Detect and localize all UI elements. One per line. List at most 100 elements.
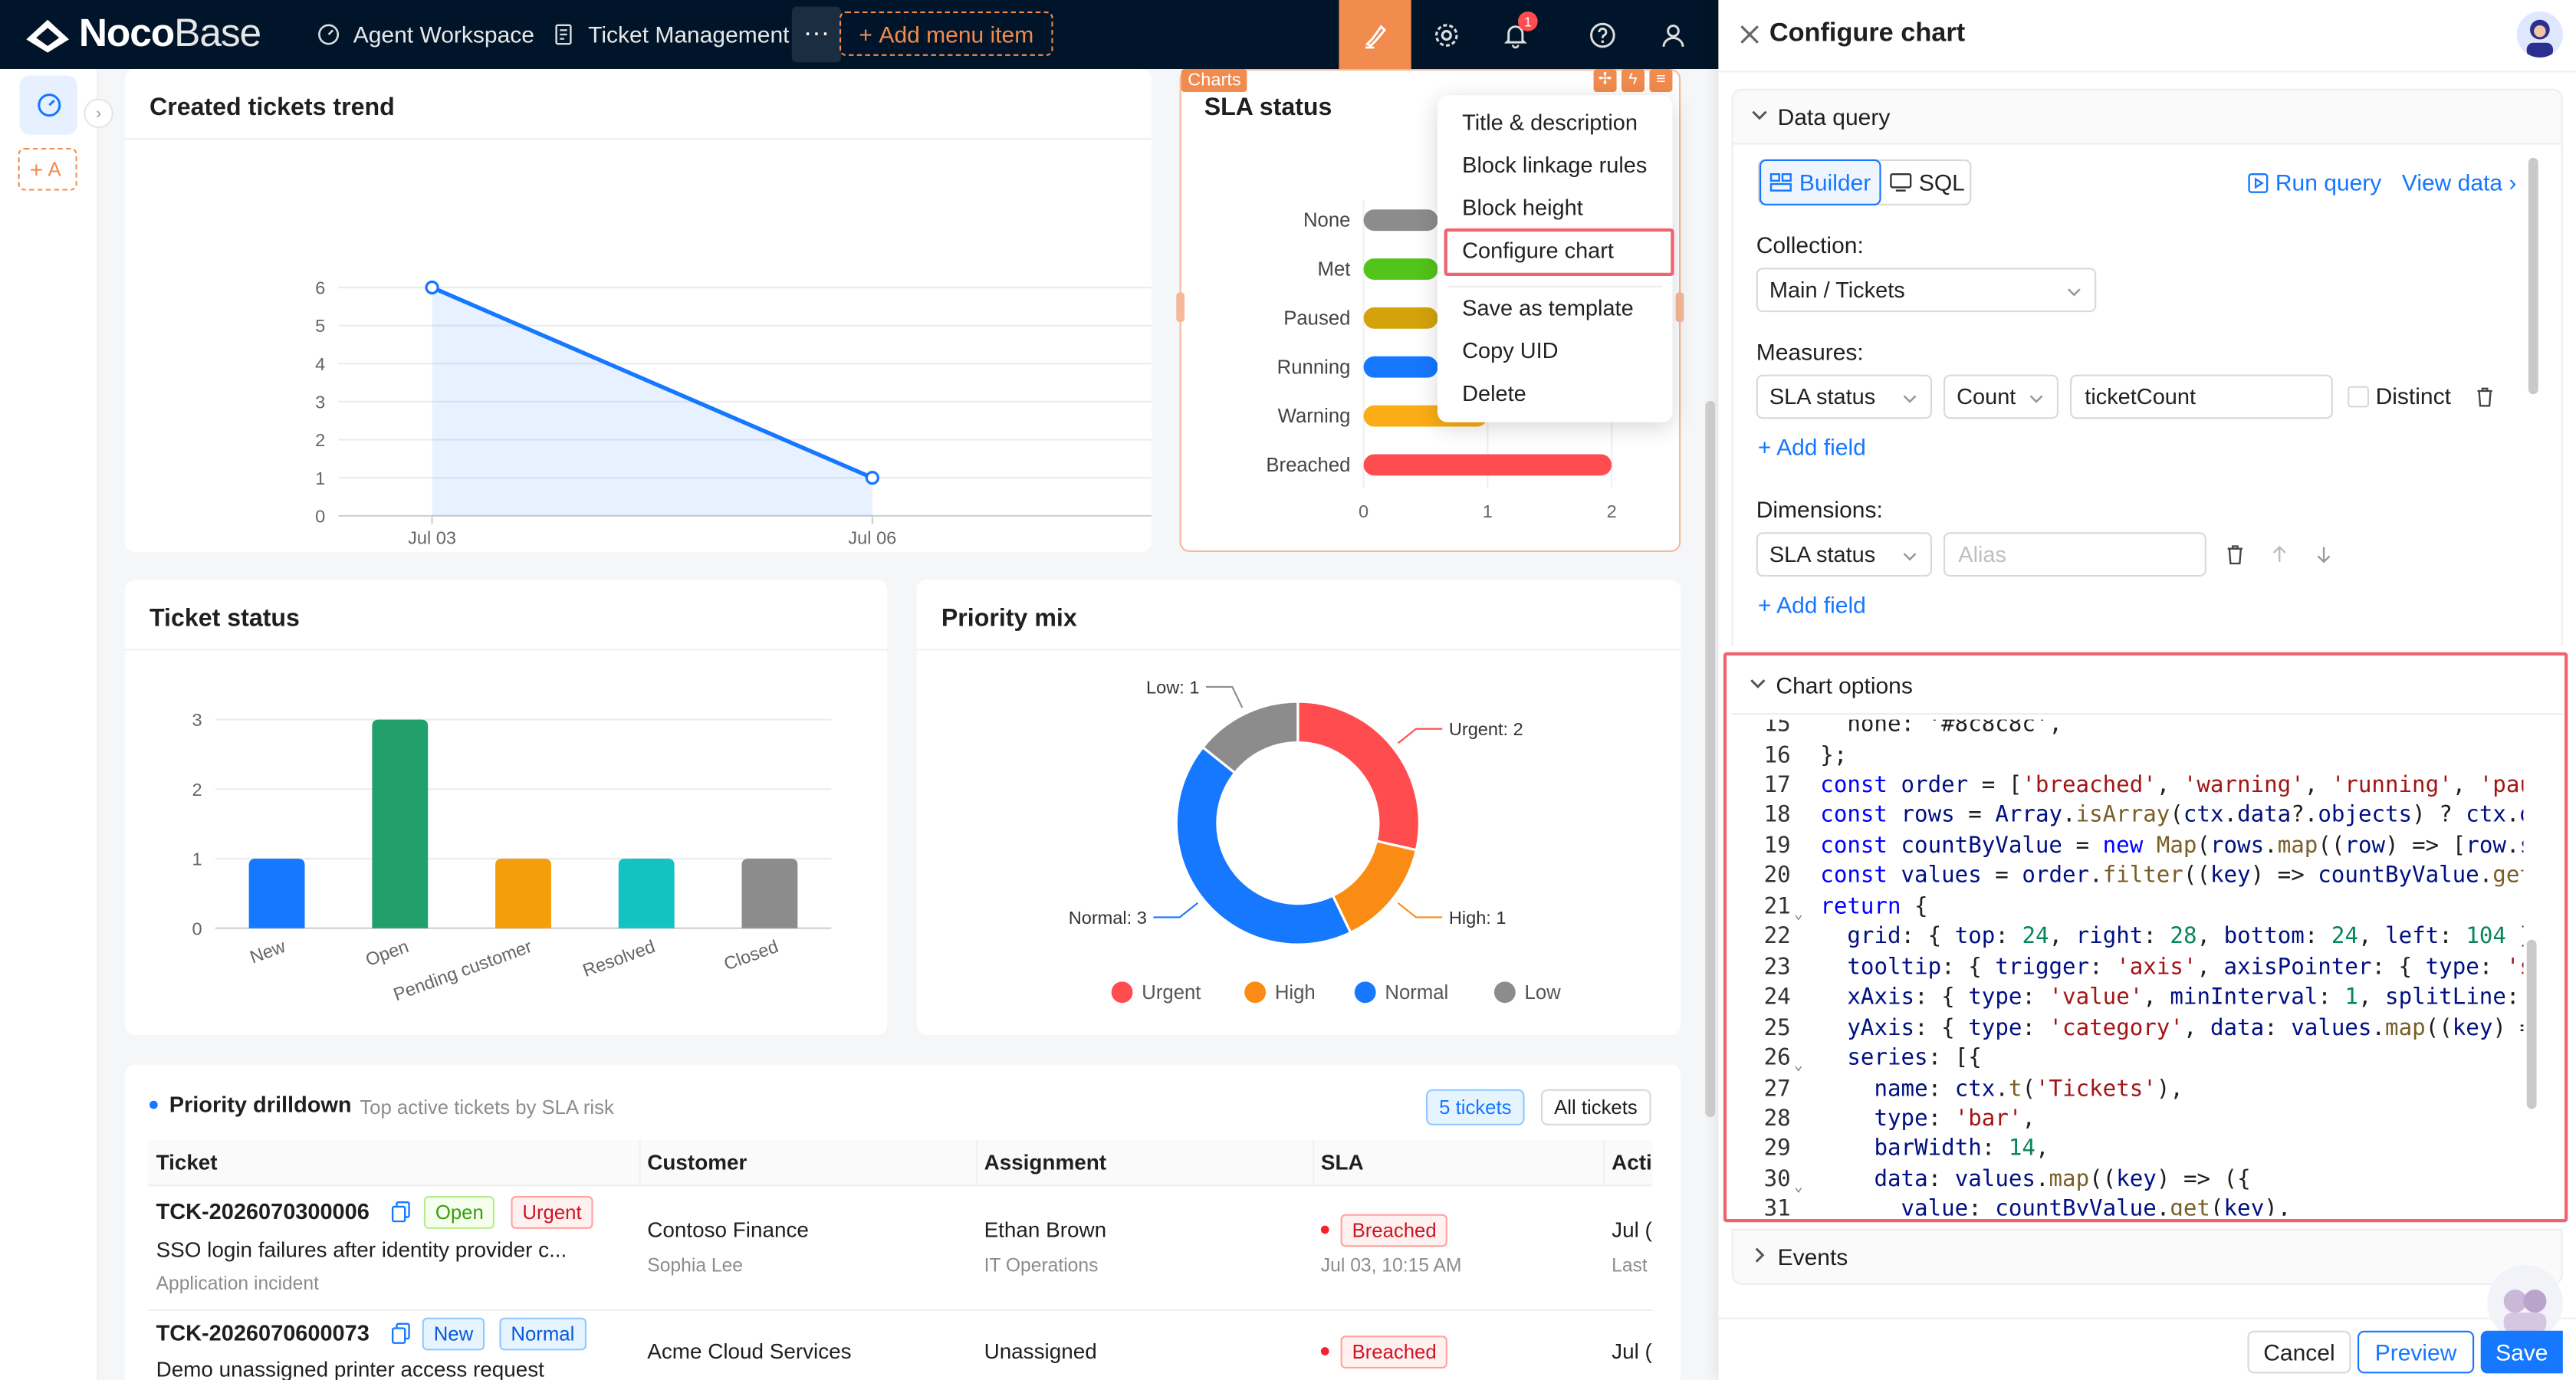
col-sep: [639, 1140, 641, 1187]
code-line: const order = ['breached', 'warning', 'r…: [1820, 772, 2523, 799]
events-section-header[interactable]: Events: [1731, 1228, 2563, 1285]
dimension-field-select[interactable]: SLA status: [1756, 532, 1932, 577]
close-icon[interactable]: [1738, 23, 1761, 46]
sidebar-collapse-toggle[interactable]: ›: [84, 98, 113, 129]
assistant-icon: [2503, 1290, 2547, 1332]
resize-handle-left[interactable]: [1176, 292, 1184, 322]
chevron-right-icon: ›: [2509, 169, 2517, 196]
card-divider: [916, 649, 1681, 651]
fold-icon[interactable]: ⌄: [1794, 1058, 1803, 1075]
dimension-alias-input[interactable]: Alias: [1944, 532, 2206, 577]
menu-item-agent-workspace[interactable]: Agent Workspace: [317, 0, 534, 69]
table-header: Ticket Customer Assignment SLA Acti: [147, 1140, 1653, 1187]
line-number: 31: [1763, 1196, 1791, 1216]
run-query-button[interactable]: Run query: [2247, 169, 2381, 196]
menu-item-delete[interactable]: Delete: [1462, 381, 1526, 406]
add-measure-field-button[interactable]: + Add field: [1757, 433, 1866, 460]
priority-donut-chart: Urgent: 2 High: 1 Normal: 3 Low: 1 Urgent Hig…: [1069, 678, 1561, 1004]
ticket-id[interactable]: TCK-2026070300006: [156, 1199, 370, 1224]
menu-item-ticket-management[interactable]: Ticket Management: [552, 0, 790, 69]
sidebar-add-button[interactable]: + A: [18, 147, 77, 191]
menu-item-block-linkage-rules[interactable]: Block linkage rules: [1462, 153, 1648, 178]
notifications-button[interactable]: 1: [1479, 0, 1551, 69]
chart-options-section-header[interactable]: Chart options: [1731, 659, 2563, 715]
drilldown-title: Priority drilldown: [169, 1092, 352, 1118]
sql-mode-button[interactable]: SQL: [1881, 161, 1973, 204]
resize-handle-right[interactable]: [1675, 292, 1684, 322]
cancel-button[interactable]: Cancel: [2247, 1330, 2351, 1374]
bar: [1363, 258, 1438, 280]
code-scrollbar[interactable]: [2526, 939, 2537, 1109]
slice-label: Normal: 3: [1069, 908, 1147, 928]
page-scrollbar[interactable]: [1705, 400, 1716, 1118]
nocobase-logo[interactable]: NocoBase: [23, 12, 261, 58]
ticket-id[interactable]: TCK-2026070600073: [156, 1320, 370, 1346]
arrow-up-icon[interactable]: [2269, 544, 2290, 565]
bar: [1363, 209, 1438, 232]
menu-item-title-description[interactable]: Title & description: [1462, 110, 1638, 135]
chart-options-code-editor[interactable]: 15 none: '#8c8c8c', 16 }; 17 const order…: [1738, 720, 2524, 1216]
notification-badge: 1: [1517, 12, 1538, 31]
preview-button[interactable]: Preview: [2358, 1330, 2475, 1374]
copy-icon[interactable]: [391, 1201, 411, 1223]
menu-item-block-height[interactable]: Block height: [1462, 195, 1583, 221]
add-menu-item-button[interactable]: + Add menu item: [840, 12, 1053, 56]
menu-item-configure-chart[interactable]: Configure chart: [1462, 238, 1614, 263]
fold-icon[interactable]: ⌄: [1794, 906, 1803, 924]
line-number: 26: [1763, 1044, 1791, 1072]
avatar-icon: [2516, 12, 2563, 58]
help-button[interactable]: [1566, 0, 1638, 69]
arrow-down-icon[interactable]: [2313, 544, 2334, 565]
lightning-icon: ϟ: [1628, 71, 1638, 89]
avatar[interactable]: [2516, 12, 2563, 58]
ui-editor-toggle[interactable]: [1339, 0, 1411, 69]
bar: [741, 859, 798, 928]
measure-alias-input[interactable]: ticketCount: [2070, 374, 2333, 419]
add-dimension-field-button[interactable]: + Add field: [1757, 591, 1866, 618]
line-number: 30: [1763, 1166, 1791, 1193]
block-flow-button[interactable]: ϟ: [1622, 69, 1644, 92]
more-menu-button[interactable]: ···: [791, 6, 842, 63]
code-line: value: countByValue.get(key),: [1901, 1196, 2292, 1216]
block-settings-button[interactable]: ≡: [1649, 69, 1673, 92]
copy-icon[interactable]: [391, 1322, 411, 1344]
bar: [248, 859, 305, 928]
legend-marker: [1493, 981, 1516, 1004]
fold-icon[interactable]: ⌄: [1794, 1179, 1803, 1196]
all-tickets-button[interactable]: All tickets: [1540, 1089, 1651, 1125]
column-assignment: Assignment: [984, 1150, 1107, 1175]
menu-item-save-as-template[interactable]: Save as template: [1462, 295, 1634, 320]
file-icon: [555, 24, 572, 45]
footer-divider: [1718, 1317, 2576, 1319]
y-tick-label: 0: [315, 506, 325, 526]
delete-icon[interactable]: [2224, 544, 2246, 565]
y-tick-label: 3: [192, 710, 202, 730]
assignee-name: Ethan Brown: [984, 1217, 1107, 1242]
ai-assistant-avatar[interactable]: [2487, 1265, 2563, 1341]
y-tick-label: Breached: [1266, 455, 1350, 476]
data-query-section-header[interactable]: Data query: [1731, 88, 2563, 145]
y-tick-label: None: [1303, 210, 1350, 232]
x-tick-label: 1: [1483, 501, 1493, 521]
distinct-checkbox[interactable]: [2348, 386, 2369, 408]
delete-icon[interactable]: [2474, 386, 2496, 408]
menu-item-copy-uid[interactable]: Copy UID: [1462, 338, 1559, 363]
measure-field-select[interactable]: SLA status: [1756, 374, 1932, 419]
measure-aggregation-select[interactable]: Count: [1944, 374, 2058, 419]
collection-select[interactable]: Main / Tickets: [1756, 268, 2097, 313]
card-title: Ticket status: [150, 604, 300, 632]
settings-button[interactable]: [1410, 0, 1482, 69]
data-query-scrollbar[interactable]: [2528, 157, 2538, 395]
x-tick-label: 0: [1359, 501, 1368, 521]
view-data-button[interactable]: View data ›: [2401, 169, 2517, 196]
drag-handle-button[interactable]: ✢: [1593, 69, 1617, 92]
save-button[interactable]: Save: [2480, 1330, 2563, 1374]
user-menu-button[interactable]: [1636, 0, 1708, 69]
label-leader: [1153, 902, 1198, 918]
builder-mode-button[interactable]: Builder: [1760, 159, 1881, 205]
sidebar-item-dashboard[interactable]: [19, 75, 77, 135]
gear-icon: [1434, 23, 1457, 46]
legend-marker: [1111, 981, 1133, 1004]
y-tick-label: Running: [1277, 356, 1351, 378]
